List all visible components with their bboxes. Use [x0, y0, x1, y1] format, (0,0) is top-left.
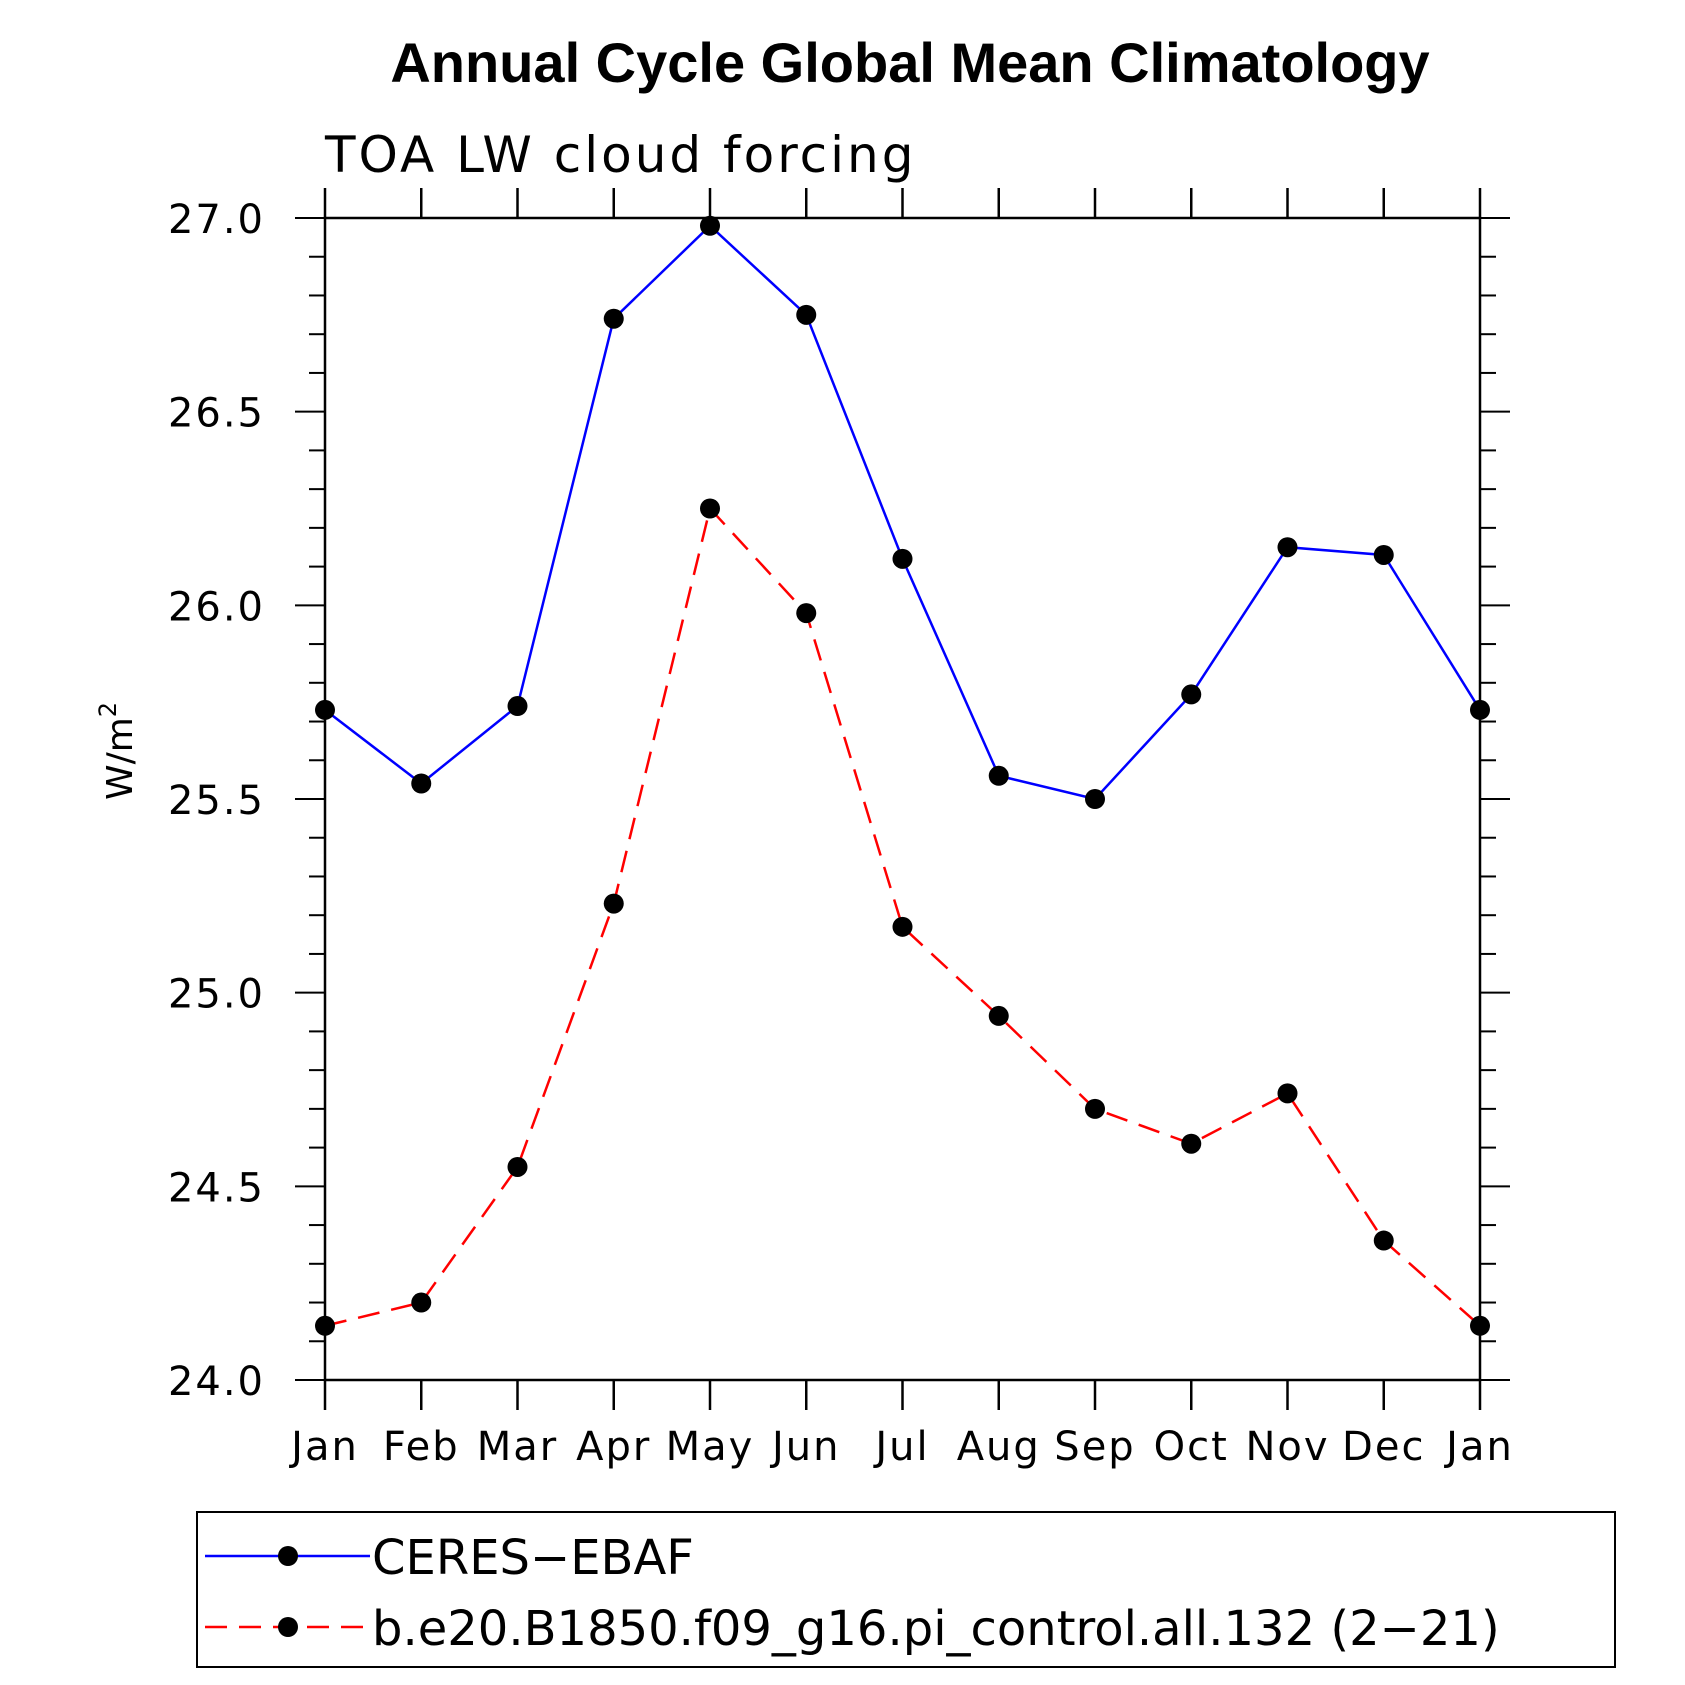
x-tick-label: Sep	[1054, 1424, 1135, 1470]
series-1-point	[1373, 544, 1394, 565]
series-1-point	[988, 765, 1009, 786]
series-2-point	[1181, 1133, 1202, 1154]
series-1-point	[1277, 537, 1298, 558]
x-tick-label: Feb	[383, 1424, 460, 1470]
x-tick-label: Apr	[576, 1424, 651, 1470]
legend: CERES−EBAF b.e20.B1850.f09_g16.pi_control…	[196, 1511, 1616, 1668]
x-tick-label: Jun	[769, 1424, 841, 1470]
series-2-point	[988, 1005, 1009, 1026]
series-1-point	[411, 773, 432, 794]
series-2-point	[892, 916, 913, 937]
legend-marker-2	[278, 1617, 298, 1637]
y-tick-label: 26.0	[168, 584, 265, 630]
series-line-1	[324, 224, 1482, 801]
series-2-point	[1373, 1230, 1394, 1251]
series-2-point	[1277, 1083, 1298, 1104]
series-1-point	[1085, 789, 1105, 809]
y-axis-label-superscript: 2	[94, 702, 122, 717]
x-tick-label: Jul	[872, 1424, 929, 1470]
plot-frame	[323, 216, 1482, 1382]
series-1-point	[892, 548, 913, 569]
legend-label-1: CERES−EBAF	[372, 1530, 694, 1586]
series-1-point	[796, 304, 817, 325]
y-axis-label-text: W/m	[100, 717, 141, 800]
x-tick-label: Aug	[957, 1424, 1041, 1470]
series-1-point	[700, 215, 720, 236]
x-tick-label: May	[666, 1424, 755, 1470]
series-1-point	[315, 699, 335, 720]
series-1-point	[1181, 684, 1202, 705]
x-tick-label: Mar	[477, 1424, 558, 1470]
y-tick-label: 26.5	[168, 391, 265, 437]
y-tick-label: 25.0	[168, 972, 265, 1018]
legend-box	[196, 1511, 1616, 1668]
y-tick-label: 27.0	[168, 197, 265, 243]
x-tick-label: Jan	[1443, 1424, 1514, 1470]
series-2-point	[1085, 1098, 1105, 1119]
y-tick-label: 25.5	[168, 778, 265, 824]
series-2-point	[1470, 1315, 1490, 1336]
series-layer	[315, 215, 1490, 1336]
y-axis-label: W/m2	[94, 702, 141, 800]
series-2-point	[507, 1156, 528, 1177]
x-tick-label: Jan	[288, 1424, 359, 1470]
series-2-point	[411, 1292, 432, 1313]
chart-subtitle: TOA LW cloud forcing	[324, 126, 916, 184]
legend-label-2: b.e20.B1850.f09_g16.pi_control.all.132 (…	[372, 1601, 1500, 1657]
plot-axes: Jan Feb Mar Apr May Jun Jul Aug Sep Oct Nov Dec Jan 2…	[168, 188, 1514, 1470]
y-tick-label: 24.5	[168, 1165, 265, 1211]
y-tick-label: 24.0	[168, 1359, 265, 1405]
series-2-point	[796, 603, 817, 624]
series-2-point	[603, 893, 624, 914]
x-tick-label: Oct	[1154, 1424, 1229, 1470]
chart-title: Annual Cycle Global Mean Climatology	[390, 31, 1429, 94]
x-tick-label: Nov	[1245, 1424, 1329, 1470]
legend-marker-1	[278, 1546, 298, 1566]
series-1-point	[507, 696, 528, 717]
series-1-point	[1470, 699, 1490, 720]
series-2-point	[700, 498, 720, 519]
series-1-point	[603, 308, 624, 329]
x-tick-label: Dec	[1342, 1424, 1425, 1470]
series-2-point	[315, 1315, 335, 1336]
